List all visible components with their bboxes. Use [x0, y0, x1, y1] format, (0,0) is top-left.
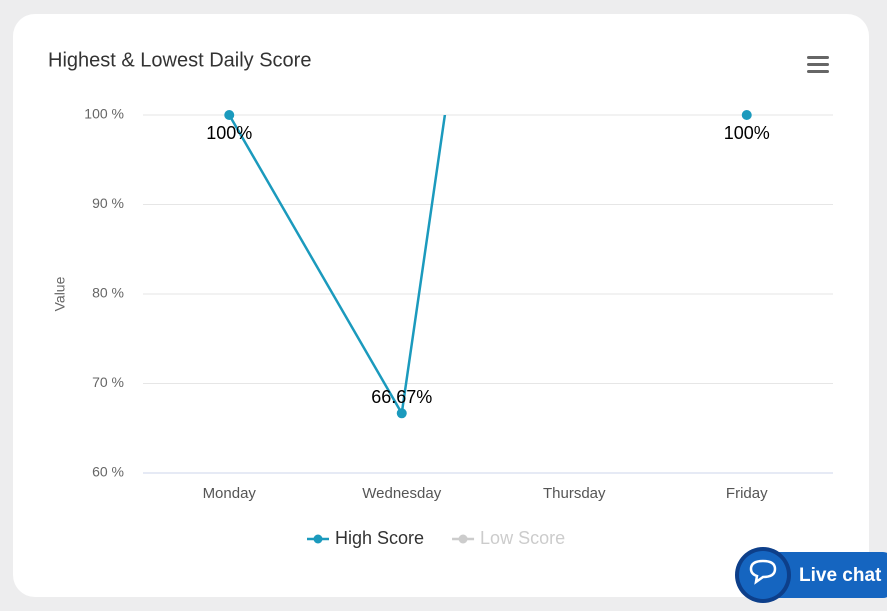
point-marker: [396, 408, 407, 419]
x-tick-label: Monday: [203, 485, 257, 502]
legend-label[interactable]: Low Score: [480, 528, 565, 548]
x-tick-label: Wednesday: [362, 485, 441, 502]
data-label: 100%: [206, 123, 252, 143]
chart-title: Highest & Lowest Daily Score: [48, 49, 311, 71]
series-markers: [224, 110, 752, 419]
x-tick-label: Thursday: [543, 485, 606, 502]
menu-bar: [807, 56, 829, 59]
chat-bubble: [749, 559, 777, 585]
y-tick-label: 100 %: [84, 106, 124, 122]
data-label: 66.67%: [371, 387, 432, 407]
point-marker: [741, 110, 752, 120]
legend-marker: [313, 534, 323, 544]
menu-bar: [807, 70, 829, 73]
x-tick-label: Friday: [726, 485, 768, 502]
point-marker: [224, 110, 235, 120]
series-lines: [228, 115, 747, 418]
live-chat-label: Live chat: [799, 565, 882, 586]
y-tick-label: 60 %: [92, 464, 124, 480]
y-tick-label: 90 %: [92, 195, 124, 211]
y-tick-label: 70 %: [92, 374, 124, 390]
legend-label[interactable]: High Score: [335, 528, 424, 548]
live-chat-button[interactable]: Live chat: [733, 545, 887, 605]
legend-marker: [458, 534, 468, 544]
series-line: [228, 115, 747, 418]
y-tick-label: 80 %: [92, 285, 124, 301]
y-axis-title: Value: [52, 276, 68, 311]
live-chat-pill: [763, 552, 887, 598]
live-chat-icon: [739, 551, 787, 599]
menu-bar: [807, 63, 829, 66]
data-label: 100%: [724, 123, 770, 143]
chart-card: [13, 14, 869, 597]
menu-button[interactable]: [807, 56, 829, 73]
